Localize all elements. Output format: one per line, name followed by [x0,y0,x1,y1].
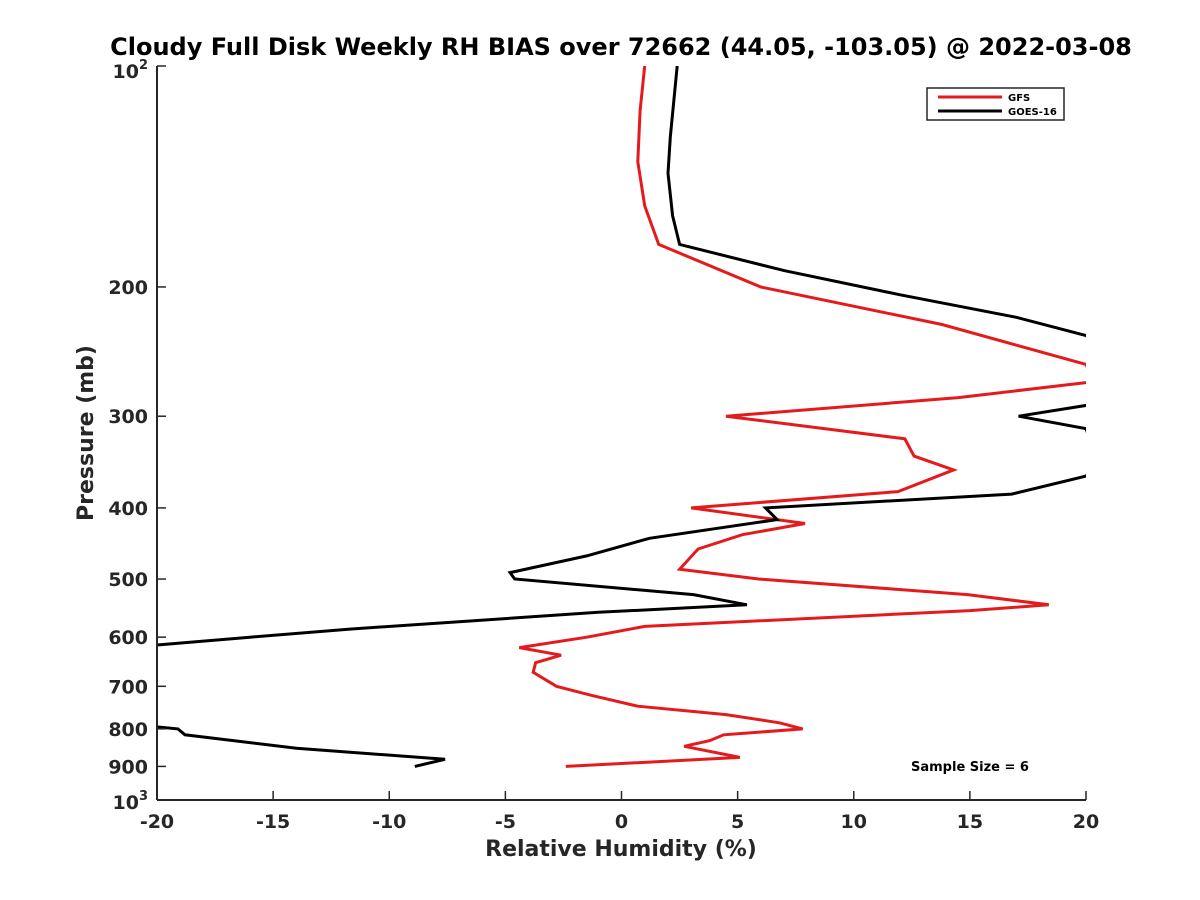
y-tick-label: 300 [108,406,148,428]
x-tick-label: 5 [731,811,744,833]
y-tick-label: 700 [108,676,148,698]
x-tick-label: 0 [615,811,628,833]
legend: GFS GOES-16 [926,87,1065,121]
y-tick-label: 102 [113,58,149,83]
x-tick-label: 15 [957,811,983,833]
y-tick-label: 800 [108,719,148,741]
x-axis-label: Relative Humidity (%) [485,837,757,862]
y-tick-label: 200 [108,277,148,299]
x-tick-label: 20 [1073,811,1099,833]
y-axis-label: Pressure (mb) [74,345,99,521]
y-tick-label: 400 [108,498,148,520]
x-tick-label: -10 [372,811,406,833]
legend-box [926,87,1065,121]
y-tick-label: 500 [108,569,148,591]
legend-label-gfs: GFS [1008,93,1030,104]
sample-size-annotation: Sample Size = 6 [911,760,1029,775]
legend-label-goes16: GOES-16 [1008,107,1057,118]
series-line-gfs [519,66,1086,768]
x-tick-label: -15 [256,811,290,833]
x-tick-label: -5 [495,811,516,833]
y-tick-label: 103 [113,789,149,814]
y-ticks: 102 200 300 400 500 600 700 800 900 103 [108,58,166,814]
x-tick-label: -20 [140,811,174,833]
series-layer [157,66,1086,768]
y-tick-label: 900 [108,756,148,778]
y-tick-label: 600 [108,627,148,649]
chart-title: Cloudy Full Disk Weekly RH BIAS over 726… [110,33,1132,61]
x-ticks: -20 -15 -10 -5 0 5 10 15 20 [140,791,1099,833]
plot-area [157,66,1086,800]
series-line-goes16 [157,66,1086,768]
x-tick-label: 10 [841,811,867,833]
